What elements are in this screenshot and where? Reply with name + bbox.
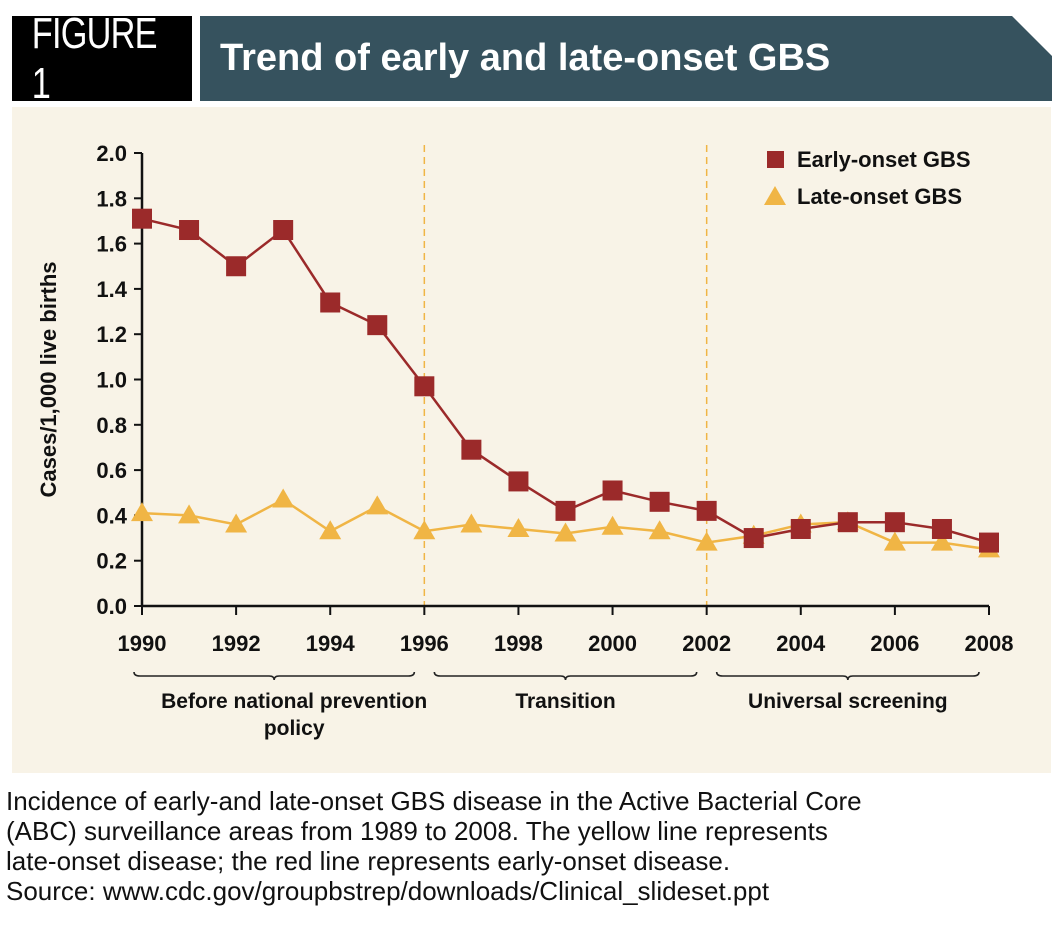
y-axis-label: Cases/1,000 live births [36, 261, 61, 497]
early-onset-point [367, 315, 388, 336]
chart-title: Trend of early and late-onset GBS [220, 37, 831, 79]
late-onset-point [460, 513, 483, 533]
early-onset-point [414, 376, 435, 397]
early-onset-point [508, 471, 529, 492]
chart-panel: 0.0 0.2 0.4 0.6 0.8 1.0 1.2 1.4 1.6 1.8 2.0 Cases/1… [12, 107, 1051, 773]
early-onset-point [743, 528, 764, 549]
caption-line: Incidence of early-and late-onset GBS di… [6, 786, 862, 816]
period-label: Before national prevention [161, 690, 427, 713]
late-onset-point [601, 515, 624, 535]
y-tick-label: 1.0 [96, 368, 127, 393]
x-tick-label: 2004 [776, 631, 826, 656]
caption-source: Source: www.cdc.gov/groupbstrep/download… [6, 876, 770, 906]
y-tick-label: 1.2 [96, 322, 127, 347]
late-onset-point [319, 520, 342, 540]
early-onset-point [790, 518, 811, 539]
early-onset-point [649, 491, 670, 512]
x-tick-label: 2002 [682, 631, 731, 656]
early-onset-point [696, 500, 717, 521]
early-onset-point [979, 532, 999, 553]
y-tick-label: 0.6 [96, 458, 127, 483]
y-tick-label: 0.2 [96, 549, 127, 574]
late-onset-point [507, 517, 530, 537]
early-onset-point [461, 439, 482, 460]
y-tick-label: 0.0 [96, 594, 127, 619]
early-onset-point [931, 518, 952, 539]
late-onset-point [930, 531, 953, 551]
y-tick-label: 2.0 [96, 141, 127, 166]
figure-label: FIGURE 1 [12, 9, 192, 108]
caption-line: late-onset disease; the red line represe… [6, 846, 731, 876]
early-onset-point [179, 220, 200, 241]
early-onset-point [837, 512, 858, 533]
late-onset-point [225, 513, 248, 533]
period-label-line2: policy [264, 717, 325, 740]
line-chart: 0.0 0.2 0.4 0.6 0.8 1.0 1.2 1.4 1.6 1.8 2.0 Cases/1… [36, 141, 1014, 740]
late-onset-point [554, 522, 577, 542]
late-onset-point [272, 488, 295, 508]
legend-square-icon [767, 151, 784, 168]
early-onset-point [226, 256, 247, 277]
late-onset-point [178, 504, 201, 524]
early-onset-point [884, 512, 905, 533]
legend-early-onset: Early-onset GBS [797, 147, 971, 172]
title-bar-shape [200, 16, 1052, 101]
period-brace [133, 671, 416, 681]
y-tick-label: 0.4 [96, 503, 127, 528]
figure-label-text: FIGURE 1 [31, 8, 158, 108]
period-label: Transition [515, 690, 615, 713]
y-tick-label: 1.6 [96, 232, 127, 257]
late-onset-point [413, 520, 436, 540]
y-tick-label: 1.4 [96, 277, 127, 302]
legend-late-onset: Late-onset GBS [797, 184, 962, 209]
x-tick-label: 2000 [588, 631, 637, 656]
early-onset-point [273, 220, 294, 241]
early-onset-point [555, 500, 576, 521]
x-tick-label: 1992 [212, 631, 261, 656]
period-label: Universal screening [748, 690, 948, 713]
early-onset-point [132, 208, 152, 229]
x-tick-label: 1998 [494, 631, 543, 656]
x-tick-label: 1994 [306, 631, 356, 656]
late-onset-point [695, 531, 718, 551]
period-brace [433, 671, 698, 681]
late-onset-point [883, 531, 906, 551]
legend-triangle-icon [764, 186, 786, 205]
y-tick-label: 1.8 [96, 186, 127, 211]
series-line-early [141, 217, 990, 544]
x-tick-label: 1996 [400, 631, 449, 656]
y-tick-label: 0.8 [96, 413, 127, 438]
x-tick-label: 1990 [118, 631, 167, 656]
late-onset-point [131, 502, 153, 522]
late-onset-point [648, 520, 671, 540]
x-tick-label: 2008 [965, 631, 1014, 656]
x-tick-label: 2006 [870, 631, 919, 656]
caption-line: (ABC) surveillance areas from 1989 to 20… [6, 816, 828, 846]
late-onset-point [366, 495, 389, 515]
period-brace [715, 671, 980, 681]
early-onset-point [602, 480, 623, 501]
title-bar: Trend of early and late-onset GBS [200, 16, 1052, 101]
figure-caption: Incidence of early-and late-onset GBS di… [6, 786, 1051, 906]
early-onset-point [320, 292, 341, 313]
